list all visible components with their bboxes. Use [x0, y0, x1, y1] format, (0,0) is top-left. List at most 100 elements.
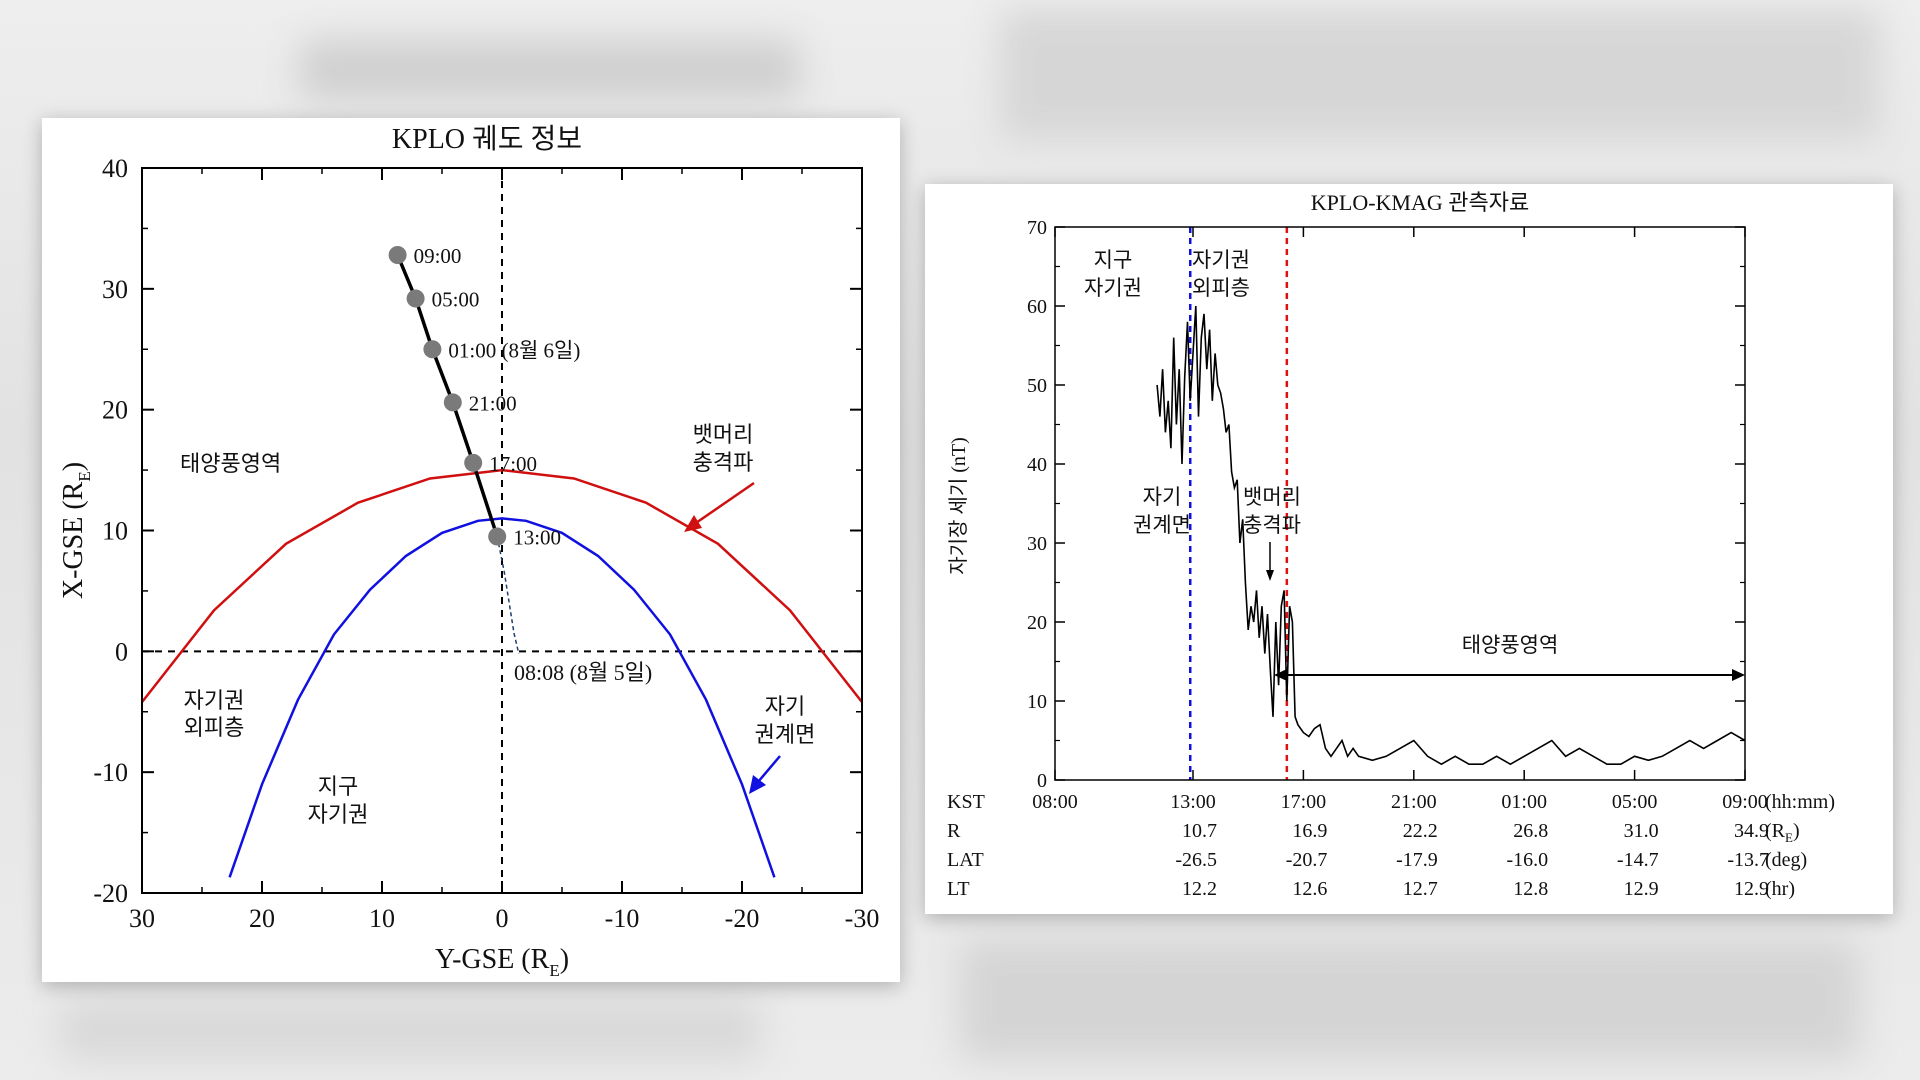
table-cell: 01:00: [1501, 791, 1547, 813]
magnetopause-curve: [228, 517, 776, 878]
table-cell: -16.0: [1507, 849, 1549, 871]
svg-text:지구: 지구: [1094, 248, 1133, 272]
table-cell: 16.9: [1292, 820, 1327, 842]
y-tick-label: 50: [1027, 375, 1047, 397]
svg-text:충격파: 충격파: [693, 450, 754, 475]
table-row-label: R: [947, 820, 961, 842]
svg-text:자기권: 자기권: [1084, 276, 1142, 300]
table-cell: 09:00: [1722, 791, 1768, 813]
kmag-chart: KPLO-KMAG 관측자료 0 10 20 30 40 50 60 70 자기장 세기 (n…: [947, 190, 1835, 900]
table-cell: 08:00: [1032, 791, 1078, 813]
orbit-point-label: 09:00: [414, 244, 462, 268]
x-tick-label: 0: [496, 904, 509, 933]
orbit-track-early: [496, 536, 520, 654]
background-block: [60, 1000, 760, 1060]
table-cell: 26.8: [1513, 820, 1548, 842]
y-tick-label: 20: [1027, 612, 1047, 634]
x-tick-label: 10: [369, 904, 395, 933]
table-unit: (deg): [1765, 849, 1807, 871]
table-cell: 12.9: [1624, 878, 1659, 900]
orbit-point: [388, 246, 407, 264]
svg-text:외피층: 외피층: [184, 715, 245, 740]
x-axis-label: Y-GSE (RE): [435, 944, 569, 980]
svg-text:자기권: 자기권: [308, 802, 369, 827]
annotation-magnetosphere: 지구 자기권: [308, 774, 369, 827]
table-row-label: LAT: [947, 849, 984, 871]
y-tick-label: 0: [115, 637, 128, 666]
orbit-point-label: 21:00: [469, 391, 517, 415]
magnetopause-arrow: [749, 755, 781, 794]
orbit-point-label: 05:00: [432, 288, 480, 312]
svg-text:권계면: 권계면: [1133, 513, 1191, 537]
orbit-point-label: 17:00: [489, 452, 537, 476]
svg-text:뱃머리: 뱃머리: [1243, 485, 1301, 509]
x-tick-label: 20: [249, 904, 275, 933]
table-cell: -20.7: [1286, 849, 1328, 871]
table-row-label: LT: [947, 878, 970, 900]
y-tick-label: 30: [1027, 533, 1047, 555]
y-tick-label: 20: [102, 396, 128, 425]
y-tick-label: -20: [93, 879, 128, 908]
svg-text:자기권: 자기권: [1192, 248, 1250, 272]
table-cell: 34.9: [1734, 820, 1769, 842]
table-unit: (hr): [1765, 878, 1795, 900]
y-tick-label: 0: [1037, 770, 1047, 792]
background-block: [960, 940, 1860, 1060]
y-tick-label: -10: [93, 758, 128, 787]
table-cell: 31.0: [1624, 820, 1659, 842]
table-cell: -14.7: [1617, 849, 1659, 871]
annotation-solar-wind: 태양풍영역: [1462, 633, 1559, 657]
table-cell: -17.9: [1396, 849, 1438, 871]
table-unit: (RE): [1765, 820, 1800, 845]
table-cell: -26.5: [1175, 849, 1217, 871]
bow-shock-arrow: [684, 481, 755, 532]
svg-text:자기권: 자기권: [184, 688, 245, 713]
svg-text:자기: 자기: [1143, 485, 1182, 509]
x-tick-label: -10: [605, 904, 640, 933]
x-tick-label: 30: [129, 904, 155, 933]
y-tick-label: 40: [1027, 454, 1047, 476]
orbit-point: [406, 289, 425, 308]
annotation-start-time: 08:08 (8월 5일): [514, 660, 652, 685]
kmag-chart-panel: KPLO-KMAG 관측자료 0 10 20 30 40 50 60 70 자기장 세기 (n…: [925, 184, 1893, 914]
table-cell: 12.8: [1513, 878, 1548, 900]
annotation-bow-shock: 뱃머리 충격파: [1243, 485, 1301, 537]
annotation-magnetosheath: 자기권 외피층: [1192, 248, 1250, 300]
annotation-solar-wind: 태양풍영역: [180, 451, 281, 476]
annotation-bow-shock: 뱃머리 충격파: [693, 422, 754, 475]
y-tick-label: 30: [102, 275, 128, 304]
table-row-label: KST: [947, 791, 985, 813]
table-cell: 17:00: [1281, 791, 1327, 813]
chart-title: KPLO 궤도 정보: [392, 124, 582, 155]
svg-text:뱃머리: 뱃머리: [693, 422, 754, 447]
table-cell: 12.6: [1292, 878, 1327, 900]
y-tick-label: 10: [102, 517, 128, 546]
magnetic-field-series: [1156, 305, 1746, 766]
svg-text:외피층: 외피층: [1192, 276, 1250, 300]
orbit-point-label: 01:00 (8월 6일): [448, 338, 580, 362]
solar-wind-range-arrow: [1274, 669, 1745, 681]
orbit-point: [443, 393, 462, 412]
svg-text:충격파: 충격파: [1243, 513, 1301, 537]
x-tick-label: -20: [725, 904, 760, 933]
y-tick-label: 60: [1027, 296, 1047, 318]
y-axis-label: X-GSE (RE): [58, 462, 94, 599]
annotation-magnetosphere: 지구 자기권: [1084, 248, 1142, 300]
table-cell: 05:00: [1612, 791, 1658, 813]
bow-shock-curve: [142, 468, 862, 703]
table-cell: 12.2: [1182, 878, 1217, 900]
table-cell: 22.2: [1403, 820, 1438, 842]
y-tick-label: 40: [102, 154, 128, 183]
orbit-point: [488, 527, 507, 546]
table-cell: 12.7: [1403, 878, 1438, 900]
table-cell: 13:00: [1170, 791, 1216, 813]
annotation-magnetosheath: 자기권 외피층: [184, 688, 245, 740]
orbit-point: [423, 340, 442, 359]
annotation-magnetopause: 자기 권계면: [1133, 485, 1191, 537]
table-cell: -13.7: [1727, 849, 1769, 871]
y-tick-label: 70: [1027, 217, 1047, 239]
svg-text:자기: 자기: [765, 694, 805, 719]
y-tick-label: 10: [1027, 691, 1047, 713]
table-cell: 10.7: [1182, 820, 1217, 842]
orbit-point-label: 13:00: [513, 526, 561, 550]
